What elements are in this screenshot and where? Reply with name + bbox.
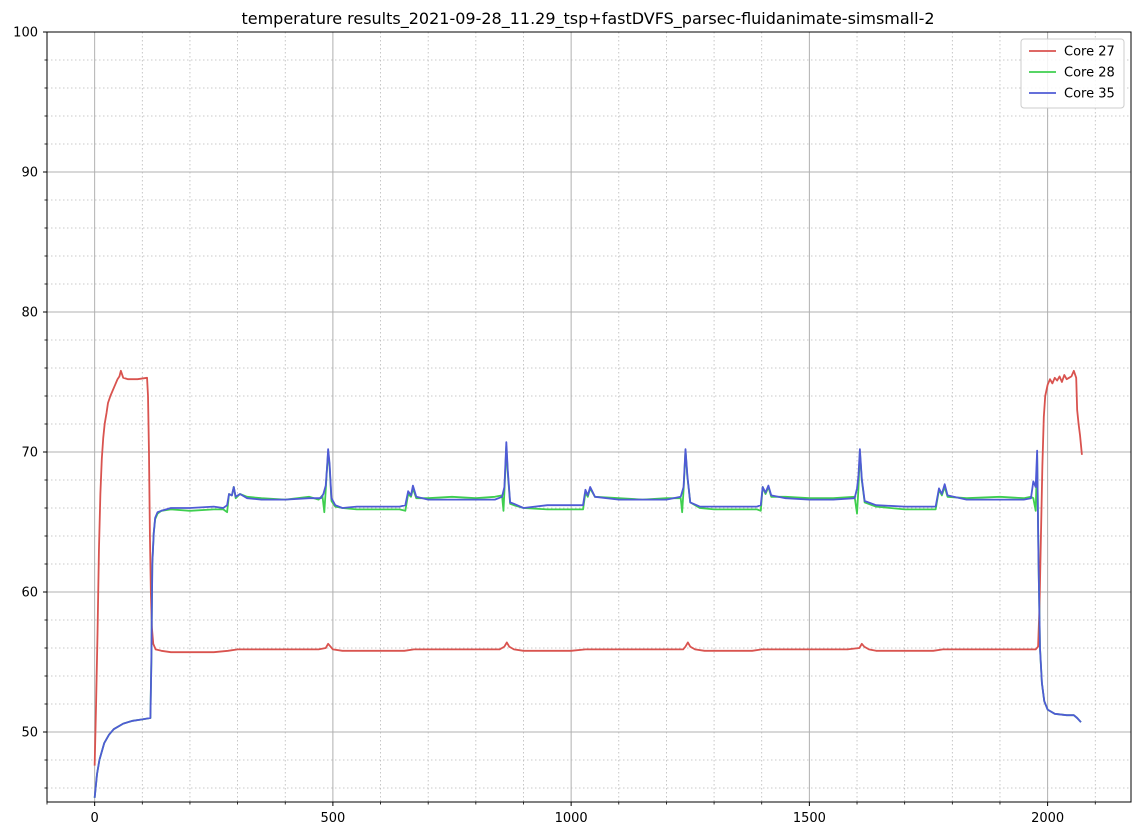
y-tick-label: 60: [21, 586, 38, 601]
y-tick-label: 100: [13, 26, 38, 41]
legend-label-core-27: Core 27: [1064, 45, 1115, 60]
y-tick-label: 90: [21, 166, 38, 181]
legend-label-core-35: Core 35: [1064, 87, 1115, 102]
y-tick-label: 70: [21, 446, 38, 461]
legend: Core 27 Core 28 Core 35: [1020, 38, 1125, 109]
series-line-core-28: [93, 445, 1082, 798]
x-tick-label: 1500: [793, 811, 826, 826]
x-tick-label: 500: [320, 811, 345, 826]
series-line-core-27: [93, 369, 1083, 766]
chart-title: temperature results_2021-09-28_11.29_tsp…: [241, 9, 934, 29]
legend-box: [1020, 38, 1125, 109]
series-lines: [93, 369, 1083, 798]
legend-label-core-28: Core 28: [1064, 66, 1115, 81]
x-tick-label: 1000: [555, 811, 588, 826]
x-tick-label: 0: [91, 811, 99, 826]
major-gridlines: [47, 31, 1131, 802]
minor-gridlines: [46, 32, 1131, 802]
axis-ticks: 0 500 1000 1500 2000 50 60 70 80 90 100: [13, 26, 1096, 826]
y-tick-label: 50: [21, 726, 38, 741]
series-line-core-35: [93, 441, 1082, 798]
y-tick-label: 80: [21, 306, 38, 321]
plot-frame: [46, 31, 1132, 803]
x-tick-label: 2000: [1031, 811, 1064, 826]
